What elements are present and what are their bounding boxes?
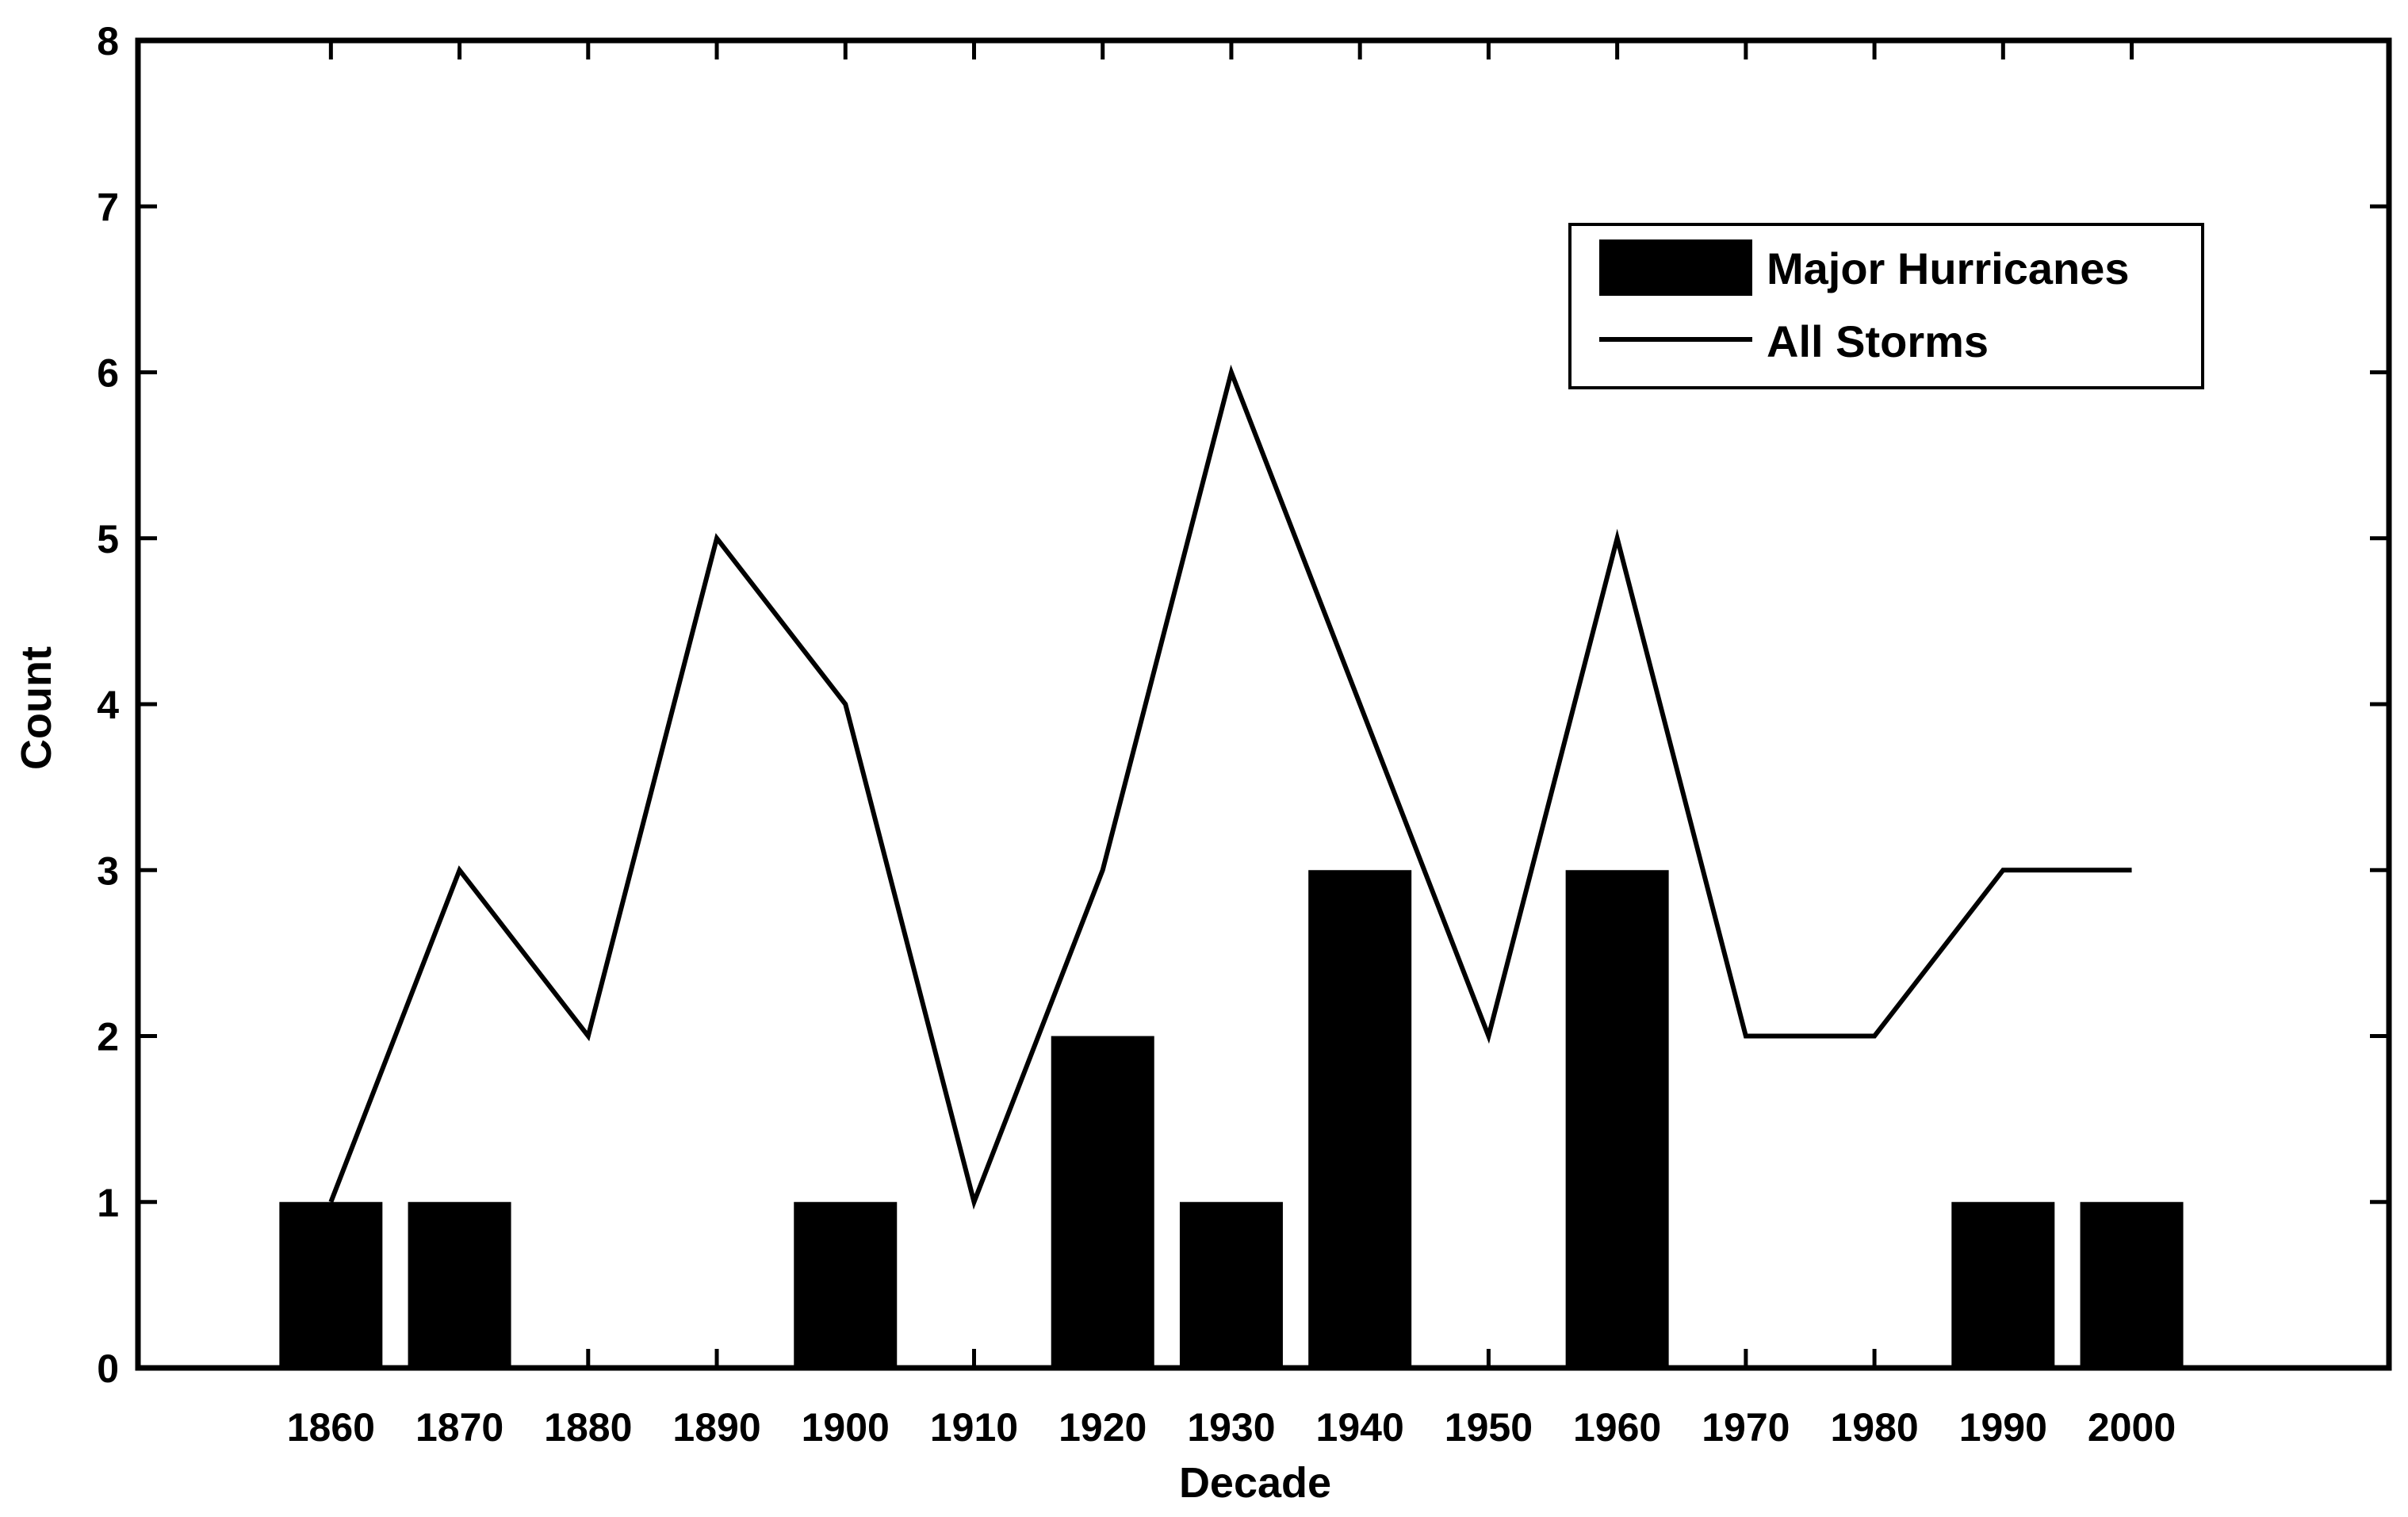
x-tick-label-1960: 1960 — [1573, 1405, 1661, 1450]
bar-1990 — [1951, 1201, 2055, 1368]
legend-label-all-storms: All Storms — [1767, 316, 1989, 366]
x-tick-label-1890: 1890 — [672, 1405, 760, 1450]
y-tick-label-3: 3 — [97, 849, 119, 893]
x-tick-label-1950: 1950 — [1445, 1405, 1533, 1450]
x-tick-label-1880: 1880 — [544, 1405, 632, 1450]
x-tick-label-1910: 1910 — [930, 1405, 1018, 1450]
x-axis-label: Decade — [1179, 1459, 1331, 1507]
x-axis: 1860 1870 1880 1890 1900 1910 1920 1930 1940 1950… — [287, 40, 2176, 1450]
y-tick-label-5: 5 — [97, 517, 119, 561]
y-tick-label-1: 1 — [97, 1181, 119, 1225]
y-tick-label-4: 4 — [97, 683, 119, 727]
x-tick-label-1970: 1970 — [1702, 1405, 1790, 1450]
bar-1930 — [1179, 1201, 1283, 1368]
bar-1860 — [279, 1201, 383, 1368]
x-tick-label-1860: 1860 — [287, 1405, 375, 1450]
x-tick-label-1900: 1900 — [802, 1405, 890, 1450]
bar-1900 — [794, 1201, 898, 1368]
bar-2000 — [2080, 1201, 2184, 1368]
x-tick-label-1990: 1990 — [1959, 1405, 2047, 1450]
legend-swatch-major-hurricanes — [1599, 239, 1752, 296]
y-axis: 0 1 2 3 4 5 6 7 8 — [97, 19, 2389, 1391]
x-tick-label-1930: 1930 — [1187, 1405, 1275, 1450]
bar-1940 — [1308, 870, 1412, 1368]
legend: Major Hurricanes All Storms — [1568, 223, 2204, 389]
x-tick-label-1980: 1980 — [1830, 1405, 1918, 1450]
y-tick-label-8: 8 — [97, 19, 119, 63]
all-storms-line — [328, 364, 2132, 1210]
y-tick-label-2: 2 — [97, 1015, 119, 1059]
y-tick-label-6: 6 — [97, 351, 119, 396]
bar-series — [279, 870, 2184, 1368]
x-tick-label-1940: 1940 — [1316, 1405, 1404, 1450]
bar-1920 — [1051, 1036, 1154, 1368]
x-tick-label-1920: 1920 — [1059, 1405, 1147, 1450]
x-tick-label-1870: 1870 — [415, 1405, 503, 1450]
y-tick-label-7: 7 — [97, 185, 119, 229]
x-tick-label-2000: 2000 — [2088, 1405, 2176, 1450]
y-tick-label-0: 0 — [97, 1347, 119, 1391]
bar-1870 — [408, 1201, 511, 1368]
legend-label-major-hurricanes: Major Hurricanes — [1767, 243, 2130, 293]
bar-1960 — [1565, 870, 1669, 1368]
y-axis-label: Count — [13, 646, 60, 770]
